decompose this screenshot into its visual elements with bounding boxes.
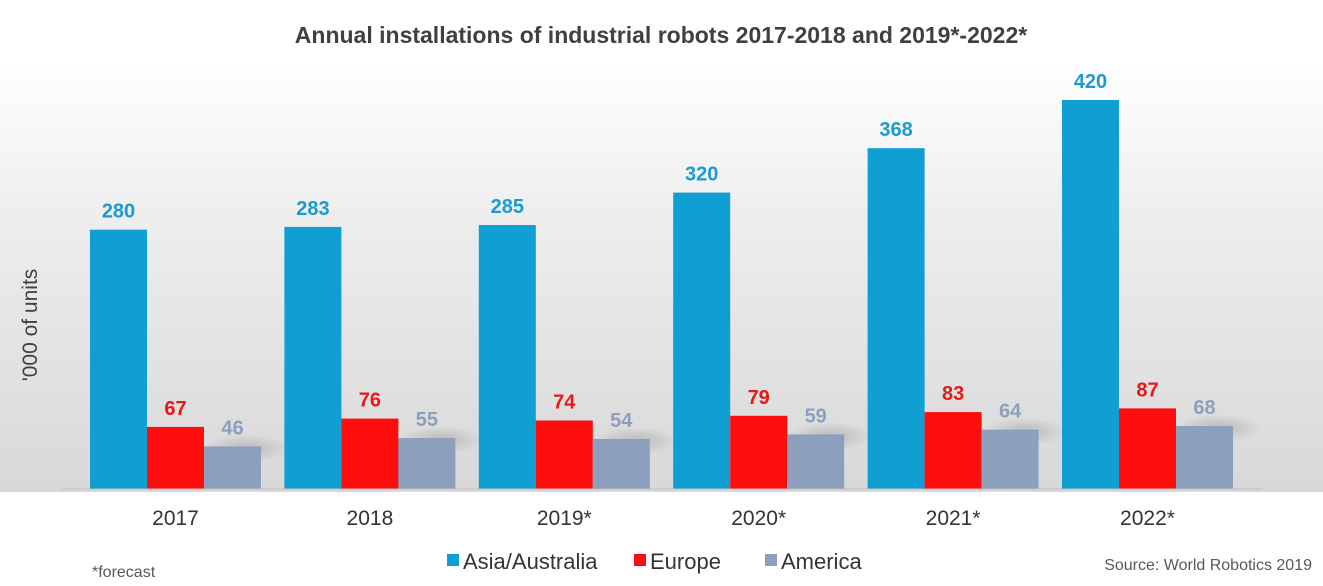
bar-america-2021 [981,429,1039,489]
data-label-europe-2017: 67 [164,398,186,420]
bar-america-2019 [592,439,650,489]
x-tick-labels: 2017 2018 2019* 2020* 2021* 2022* [152,507,1175,530]
data-label-europe-2018: 76 [359,390,381,412]
bar-asia-2018 [284,226,342,489]
data-label-europe-2021: 83 [942,383,964,405]
chart-title: Annual installations of industrial robot… [295,22,1027,48]
data-label-europe-2022: 87 [1136,379,1158,401]
bar-europe-2019 [535,420,593,489]
data-label-asia-2018: 283 [296,198,329,220]
bar-europe-2020 [730,415,788,489]
footnote: *forecast [92,564,156,581]
data-label-europe-2019: 74 [553,392,576,414]
bar-europe-2022 [1119,408,1176,489]
data-label-asia-2020: 320 [685,164,718,186]
data-label-america-2017: 46 [221,417,243,439]
x-tick-label: 2019* [537,507,592,530]
data-label-america-2018: 55 [416,409,438,431]
bar-america-2022 [1176,426,1233,489]
data-label-asia-2022: 420 [1074,71,1107,93]
data-label-america-2022: 68 [1193,397,1215,419]
bars-group [90,100,1233,489]
legend-swatch-asia [447,554,459,566]
bar-asia-2019 [478,225,536,489]
data-labels-group: 280 67 46 283 76 55 285 74 54 320 79 59 368 83 64 420 87… [102,71,1216,439]
bar-europe-2021 [924,412,982,489]
x-tick-label: 2018 [347,507,394,530]
bar-america-2018 [398,438,456,489]
data-label-america-2020: 59 [805,405,827,427]
legend-swatch-europe [634,554,646,566]
data-label-asia-2017: 280 [102,201,135,223]
bar-europe-2018 [341,418,399,489]
x-tick-label: 2022* [1120,507,1175,530]
bar-asia-2022 [1062,100,1119,489]
bar-europe-2017 [147,426,204,489]
x-tick-label: 2021* [926,507,981,530]
x-tick-label: 2020* [731,507,786,530]
y-axis-label: '000 of units [19,269,42,382]
data-label-america-2021: 64 [999,401,1022,423]
legend-label-asia: Asia/Australia [463,549,598,574]
bar-america-2020 [787,434,845,489]
data-label-europe-2020: 79 [748,387,770,409]
data-label-america-2019: 54 [610,410,633,432]
bar-asia-2021 [867,148,925,489]
legend-swatch-america [765,554,777,566]
legend-label-america: America [781,549,862,574]
bar-america-2017 [204,446,261,489]
legend: Asia/Australia Europe America [447,549,862,574]
data-label-asia-2019: 285 [491,196,524,218]
bar-asia-2020 [673,192,731,489]
data-label-asia-2021: 368 [879,119,912,141]
source-note: Source: World Robotics 2019 [1104,557,1312,574]
x-tick-label: 2017 [152,507,199,530]
legend-label-europe: Europe [650,549,721,574]
bar-asia-2017 [90,229,147,489]
